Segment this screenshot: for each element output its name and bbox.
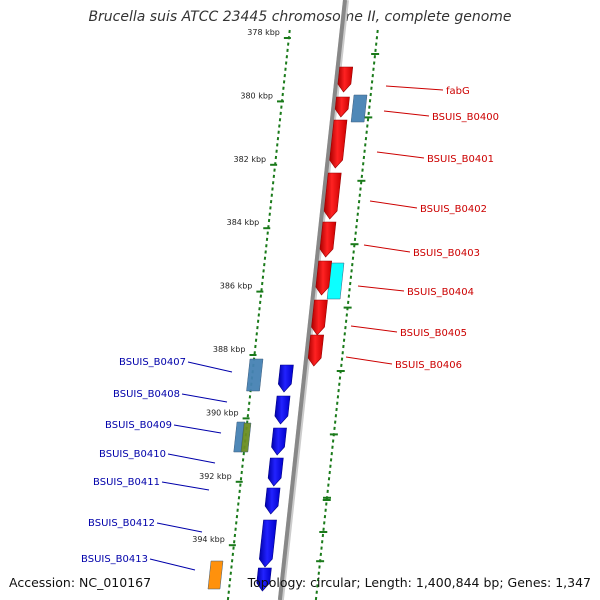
reverse-gene-arrow [274, 395, 291, 425]
reverse-leader-line [161, 481, 210, 491]
forward-feature-steelblue [350, 94, 368, 123]
forward-gene-arrow [315, 260, 333, 296]
reverse-gene-label: BSUIS_B0410 [99, 449, 166, 460]
reverse-gene-arrow [259, 519, 277, 568]
tick-label: 392 kbp [199, 472, 232, 481]
reverse-feature-steelblue-1 [246, 358, 264, 392]
reverse-gene-arrow [278, 364, 294, 393]
reverse-gene-arrow [267, 457, 284, 487]
forward-gene-label: BSUIS_B0406 [395, 360, 462, 371]
forward-leader-line [345, 356, 393, 365]
reverse-gene-label: BSUIS_B0413 [81, 554, 148, 565]
reverse-leader-line [187, 361, 233, 373]
forward-gene-arrow [337, 66, 354, 93]
forward-gene-label: BSUIS_B0401 [427, 154, 494, 165]
forward-leader-line [350, 325, 398, 333]
reverse-leader-line [149, 558, 196, 571]
reverse-leader-line [167, 453, 216, 464]
forward-leader-line [383, 110, 430, 117]
left-ruler [226, 29, 291, 600]
tick-label: 378 kbp [247, 28, 280, 37]
reverse-feature-olive [240, 422, 252, 453]
forward-leader-line [369, 200, 418, 209]
tick-label: 394 kbp [192, 535, 225, 544]
forward-gene-arrow [329, 119, 348, 169]
forward-leader-line [357, 285, 405, 292]
genome-backbone [277, 0, 349, 600]
reverse-leader-line [173, 424, 222, 434]
right-ruler [314, 29, 379, 600]
genome-summary: Topology: circular; Length: 1,400,844 bp… [247, 575, 591, 590]
gene-labels: fabG BSUIS_B0400 BSUIS_B0401 BSUIS_B0402 BSU… [81, 85, 499, 571]
forward-gene-arrow [323, 172, 342, 220]
coordinate-ruler: 378 kbp 380 kbp 382 kbp 384 kbp 386 kbp 388 k… [192, 28, 380, 600]
reverse-gene-label: BSUIS_B0412 [88, 518, 155, 529]
tick-label: 380 kbp [240, 91, 273, 100]
tick-label: 390 kbp [206, 408, 239, 417]
reverse-gene-arrow [256, 567, 272, 592]
forward-gene-arrow [307, 334, 324, 367]
forward-leader-line [376, 151, 425, 159]
reverse-feature-orange [207, 560, 224, 590]
forward-gene-label: BSUIS_B0402 [420, 204, 487, 215]
forward-leader-line [363, 244, 411, 253]
reverse-gene-label: BSUIS_B0408 [113, 389, 180, 400]
reverse-gene-arrow [264, 487, 281, 515]
tick-label: 386 kbp [220, 282, 253, 291]
forward-gene-arrow [319, 221, 337, 258]
reverse-gene-label: BSUIS_B0411 [93, 477, 160, 488]
forward-leader-line [385, 85, 444, 91]
reverse-gene-label: BSUIS_B0407 [119, 357, 186, 368]
tick-label: 384 kbp [227, 218, 260, 227]
tick-label: 382 kbp [234, 155, 267, 164]
backbone-line [277, 0, 347, 600]
tick-label: 388 kbp [213, 345, 246, 354]
reverse-gene-label: BSUIS_B0409 [105, 420, 172, 431]
map-title: Brucella suis ATCC 23445 chromosome II, … [88, 9, 512, 25]
forward-gene-label: BSUIS_B0400 [432, 112, 499, 123]
forward-gene-arrow [311, 299, 328, 336]
forward-gene-label: BSUIS_B0405 [400, 328, 467, 339]
forward-gene-label: BSUIS_B0404 [407, 287, 474, 298]
gene-track [256, 66, 354, 592]
reverse-leader-line [156, 522, 203, 533]
reverse-gene-arrow [271, 427, 287, 456]
accession-text: Accession: NC_010167 [9, 575, 152, 590]
feature-track [207, 94, 368, 590]
forward-gene-label: fabG [446, 86, 470, 97]
forward-gene-arrow [334, 96, 350, 118]
reverse-leader-line [181, 393, 228, 403]
forward-gene-label: BSUIS_B0403 [413, 248, 480, 259]
